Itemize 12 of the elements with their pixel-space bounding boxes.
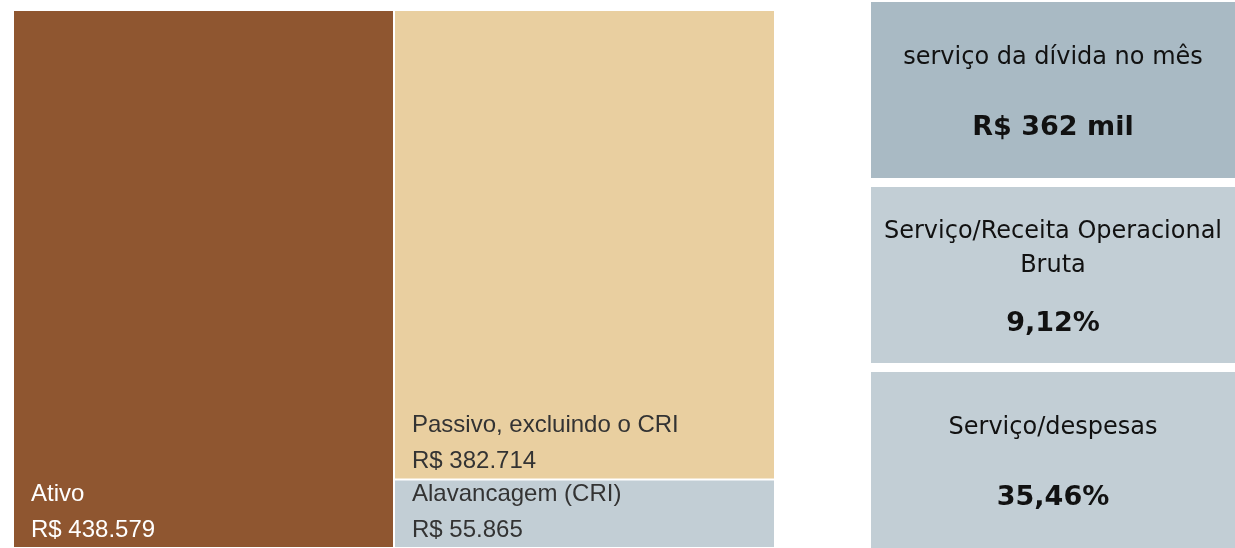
text: 9,12%: [1006, 306, 1100, 338]
text: 35,46%: [996, 480, 1110, 511]
text: serviço da dívida no mês: [902, 41, 1204, 72]
data-label: R$ 55.865: [412, 514, 523, 542]
category-label: Passivo, excluindo o CRI: [412, 409, 679, 437]
text: Serviço/Receita Operacional Bruta: [882, 214, 1223, 280]
data-label: R$ 382.714: [412, 445, 537, 473]
category-label: Ativo: [31, 478, 85, 506]
text: Serviço/despesas: [947, 411, 1159, 442]
data-label: R$ 438.579: [31, 514, 156, 542]
text: R$ 362 mil: [972, 110, 1134, 141]
category-label: Alavancagem (CRI): [412, 478, 622, 506]
